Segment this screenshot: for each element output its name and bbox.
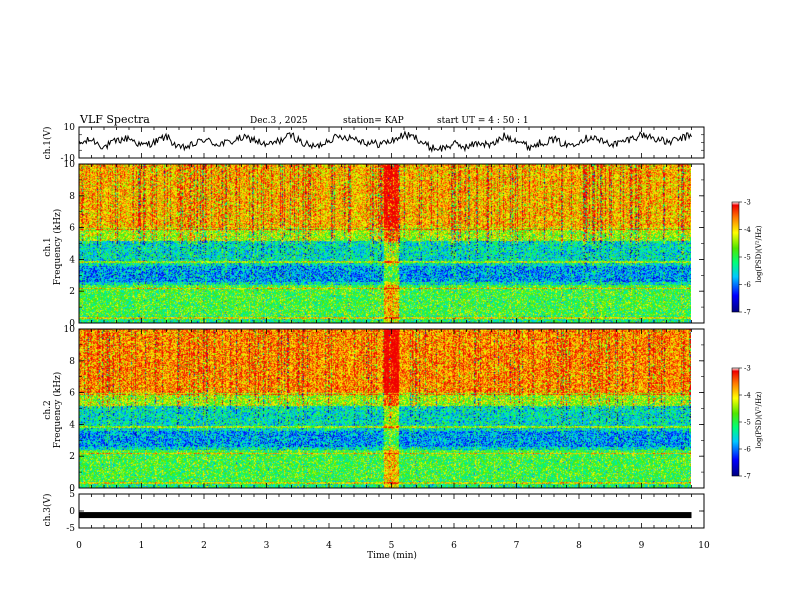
ch2-colorbar-tick-label: -7 — [744, 473, 751, 481]
x-tick-label: 5 — [389, 541, 395, 551]
ch2-spectrogram-ytick-label: 10 — [64, 325, 76, 335]
ch2-spectrogram-ytick-label: 8 — [69, 357, 75, 367]
ch1-spectrogram-ytick-label: 0 — [69, 319, 75, 329]
x-axis-label: Time (min) — [367, 550, 417, 561]
ch2-colorbar: -3 -4 -5 -6 -7 — [731, 365, 751, 481]
ch2-colorbar-tick-label: -3 — [744, 365, 751, 373]
x-tick-label: 7 — [514, 541, 520, 551]
ch3-waveform-ylabel: ch.3(V) — [42, 494, 53, 527]
ch2-colorbar-tick-label: -5 — [744, 419, 751, 427]
ch2-colorbar-tick-label: -6 — [744, 446, 751, 454]
ch1-spectrogram-ytick-label: 2 — [69, 287, 75, 297]
ch3-waveform-frame — [78, 493, 705, 529]
ch1-colorbar-tick-label: -3 — [744, 199, 751, 207]
ch1-spectrogram-ytick-label: 10 — [64, 160, 76, 170]
x-tick-label: 6 — [451, 541, 457, 551]
ch3-waveform-line — [79, 512, 692, 519]
ch1-colorbar-tick-label: -6 — [744, 281, 751, 289]
ch2-spectrogram-ylabel-freq: Frequency (kHz) — [52, 372, 63, 449]
ch1-waveform-panel: 10 -10 — [61, 123, 705, 164]
ch3-waveform-ytick-label: -5 — [66, 524, 75, 534]
ch2-spectrogram-ytick-label: 0 — [69, 484, 75, 494]
ch1-colorbar-bar — [731, 201, 740, 313]
ch1-spectrogram-heatmap-image — [79, 164, 691, 323]
ch2-spectrogram-ytick-label: 6 — [69, 389, 75, 399]
x-tick-label: 4 — [326, 541, 332, 551]
ch2-colorbar-bar — [731, 367, 740, 477]
ch1-colorbar-tick-label: -4 — [744, 226, 751, 234]
ch1-spectrogram-ytick-label: 6 — [69, 224, 75, 234]
x-tick-label: 8 — [576, 541, 582, 551]
ch2-colorbar-tick-label: -4 — [744, 392, 751, 400]
ch2-spectrogram-ylabel-top: ch.2 — [43, 400, 53, 419]
ch1-spectrogram-ylabel-freq: Frequency (kHz) — [52, 209, 63, 286]
ch2-colorbar-label: log(PSD)(V²/Hz) — [755, 391, 763, 448]
ch1-colorbar-tick-label: -5 — [744, 254, 751, 262]
x-tick-label: 10 — [698, 541, 710, 551]
ch3-waveform-panel: 50-50 1 2 3 4 5 6 7 8 9 10 — [66, 490, 710, 551]
x-tick-label: 1 — [139, 541, 145, 551]
ch2-spectrogram-ytick-label: 2 — [69, 452, 75, 462]
ch1-waveform-ytick-label: -10 — [61, 154, 76, 164]
x-tick-label: 9 — [639, 541, 645, 551]
ch3-waveform-ytick-label: 0 — [69, 507, 75, 517]
ch1-waveform-line — [78, 130, 692, 154]
station-label: station= KAP — [343, 116, 404, 126]
ch1-colorbar: -3 -4 -5 -6 -7 — [731, 199, 751, 317]
ch1-colorbar-tick-label: -7 — [744, 309, 751, 317]
start-ut-label: start UT = 4 : 50 : 1 — [437, 116, 529, 126]
ch2-spectrogram-panel: 0 2 4 6 8 10 — [64, 325, 705, 494]
figure-title: VLF Spectra — [79, 113, 150, 126]
date-label: Dec.3 , 2025 — [250, 116, 308, 126]
ch1-waveform-ytick-label: 10 — [64, 123, 76, 133]
ch1-waveform-ylabel: ch.1(V) — [42, 127, 53, 160]
ch3-waveform-ytick-label: 5 — [69, 490, 75, 500]
ch1-spectrogram-ylabel-top: ch.1 — [43, 237, 53, 256]
ch1-spectrogram-ytick-label: 4 — [69, 255, 75, 265]
x-tick-label: 0 — [76, 541, 82, 551]
ch1-colorbar-label: log(PSD)(V²/Hz) — [755, 225, 763, 282]
ch1-spectrogram-panel: 0 2 4 6 8 10 — [64, 160, 705, 329]
x-tick-label: 3 — [264, 541, 270, 551]
ch2-spectrogram-ytick-label: 4 — [69, 420, 75, 430]
ch2-spectrogram-heatmap-image — [79, 329, 691, 488]
x-tick-label: 2 — [201, 541, 207, 551]
ch1-spectrogram-ytick-label: 8 — [69, 192, 75, 202]
